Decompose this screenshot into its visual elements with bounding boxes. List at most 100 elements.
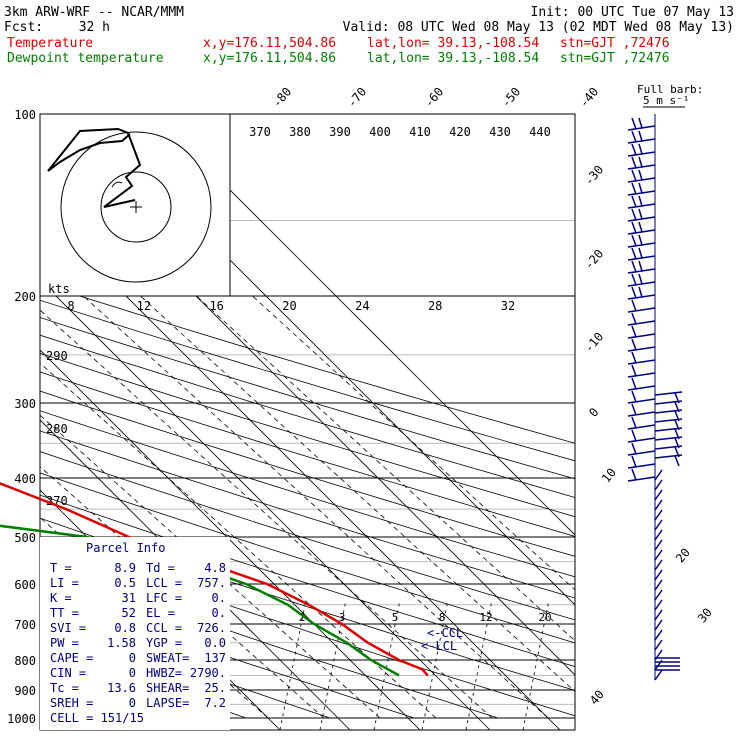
plot-frame [39,113,576,731]
forecast-label: Fcst: [4,20,43,35]
wind-barb-staff [627,437,656,443]
isotherm-label: 20 [673,545,693,565]
hodograph-frame [39,113,231,297]
parcel-param-name: EL = [146,606,175,620]
dry-adiabat-line [40,410,575,578]
pressure-label: 500 [14,531,36,545]
parcel-info-box: Parcel Info T = 8.9 Td = 4.8 LI = 0.5 LCL = 757… [40,537,230,730]
hodograph-speed-label: 24 [355,299,369,313]
wind-barb [654,499,663,511]
parcel-param-name: T = [50,561,72,575]
isotherm-label: -40 [577,85,602,111]
parcel-param-value: 757. [197,576,226,590]
temperature-station: stn=GJT ,72476 [560,36,670,51]
isotherm-label: -30 [582,163,607,189]
moist-adiabat-line [40,309,493,719]
wind-barb [627,455,656,469]
wind-barb-flag [638,130,643,142]
wind-barb [627,247,656,261]
dry-adiabat-line [40,451,575,621]
wind-barb [654,454,683,467]
wind-barb [627,429,656,443]
parcel-info-background [40,537,230,730]
wind-barb-flag [631,455,637,468]
wind-barb [654,519,663,531]
dry-adiabat-line [40,317,575,480]
wind-barb [654,619,663,631]
hodograph-speed-label: 8 [67,299,74,313]
parcel-param-name: LI = [50,576,79,590]
wind-barb [627,364,656,378]
wind-barb-flag [631,299,637,312]
wind-barb-staff [654,599,663,611]
moist-adiabat-line [252,295,575,591]
theta-label: 400 [369,125,391,139]
parcel-param-value: 25. [204,681,226,695]
dewpoint-latlon: lat,lon= 39.13,-108.54 [367,51,539,66]
init-time: Init: 00 UTC Tue 07 May 13 [531,5,735,20]
parcel-param-name: LCL = [146,576,182,590]
wind-barb-staff [654,529,663,541]
parcel-param-value: 726. [197,621,226,635]
wind-barb-flag [631,351,637,364]
isotherm-line [153,114,575,536]
hodograph-inset [39,113,231,297]
mixing-ratio-line [465,599,493,730]
dry-adiabat-line [40,334,575,498]
isotherm-label: -60 [422,85,447,111]
wind-barb-staff [627,411,656,417]
wind-barb-flag [631,390,637,403]
isotherm-line [40,419,351,730]
parcel-param-name: SHEAR= [146,681,189,695]
parcel-param-name: HWBZ= [146,666,182,680]
wind-barb [654,629,663,641]
isotherm-label: -80 [270,85,295,111]
wind-barb-staff [654,619,663,631]
barb-legend-speed: 5 m s⁻¹ [643,94,689,107]
wind-barb-flag [631,325,637,338]
hodograph-ring-outer [60,131,212,283]
wind-barb [654,549,663,561]
parcel-info-title: Parcel Info [86,541,165,555]
mixing-ratio-label: 20 [538,611,551,624]
wind-barb-flag [631,416,637,429]
wind-barb-staff [627,320,656,326]
dry-adiabat-line [40,352,575,518]
theta-label: 410 [409,125,431,139]
wind-barb [627,143,656,157]
isotherm-label: -10 [582,330,607,356]
parcel-param-value: 52 [122,606,136,620]
parcel-param-value: 0.8 [114,621,136,635]
dry-adiabat-line [40,565,499,719]
wind-barb [627,325,656,339]
wind-barb [654,639,663,651]
wind-barb-staff [654,489,663,501]
parcel-param-value: 137 [204,651,226,665]
barb-legend-title: Full barb: [637,83,703,96]
temperature-latlon: lat,lon= 39.13,-108.54 [367,36,539,51]
wind-barb-flag [631,377,637,390]
wind-barb-staff [654,499,663,511]
wind-barb-flag [631,143,637,156]
parcel-param-value: 1.58 [107,636,136,650]
wind-barb-flag [638,273,643,285]
wind-barb-staff [627,372,656,378]
pressure-label: 800 [14,654,36,668]
wind-barb-staff [654,479,663,491]
mixing-ratio-line [319,599,347,730]
wind-barb [654,489,663,501]
wind-barb-flag [638,156,643,168]
wind-barb [654,559,663,571]
wind-barb [627,338,656,352]
dry-adiabat-line [40,282,575,444]
parcel-param-value: 0. [212,606,226,620]
wind-barb-flag [638,182,643,194]
wind-barb-staff [654,509,663,521]
wind-barb [627,468,656,482]
parcel-info-rows: T = 8.9 Td = 4.8 LI = 0.5 LCL = 757. K = 31 LFC = 0… [50,561,226,710]
wind-barb [654,579,663,591]
parcel-param-name: CIN = [50,666,86,680]
wind-barb-staff [654,454,683,459]
mixing-ratio-line [522,599,550,730]
parcel-param-value: 0 [129,666,136,680]
